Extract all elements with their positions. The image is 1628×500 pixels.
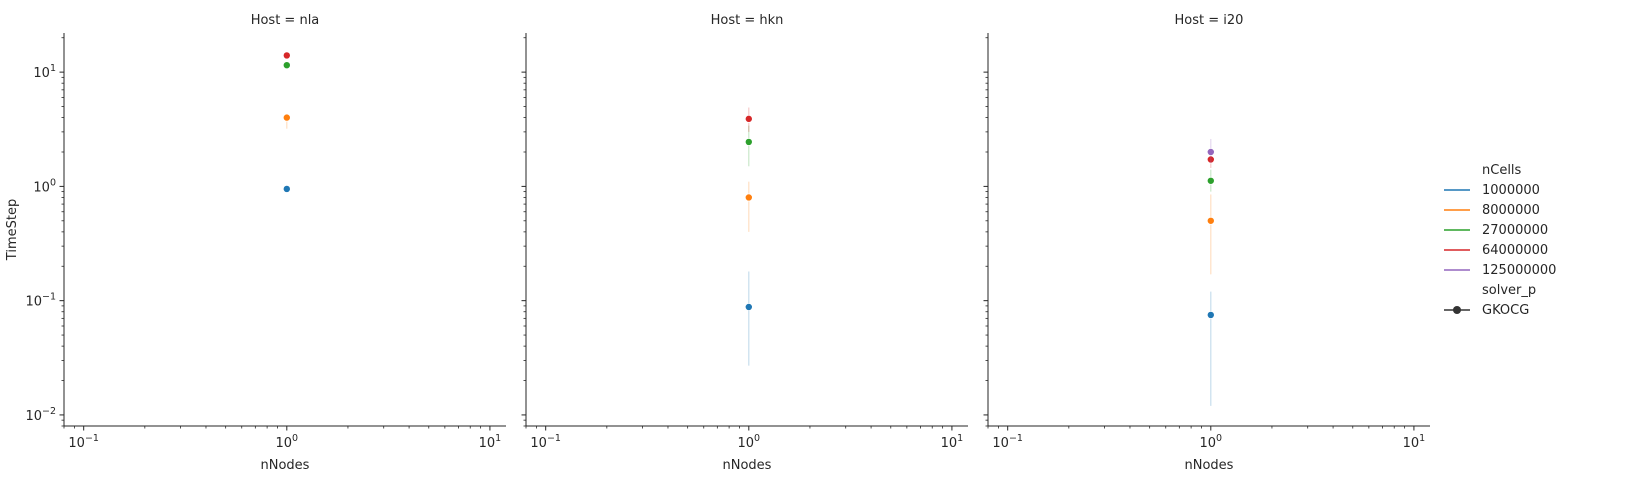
data-point	[282, 184, 291, 193]
panel-title: Host = nla	[251, 13, 320, 28]
legend-hue-title: nCells	[1482, 163, 1522, 178]
data-point	[1206, 147, 1215, 156]
panel-title: Host = hkn	[711, 13, 784, 28]
legend: nCells 1000000 8000000 27000000 64000000 1250…	[1444, 163, 1556, 318]
x-tick-label: 101	[941, 433, 964, 451]
data-point	[744, 303, 753, 312]
panel-title: Host = i20	[1175, 13, 1244, 28]
data-point	[744, 193, 753, 202]
x-tick-label: 10−1	[992, 433, 1023, 451]
x-tick-label: 101	[1403, 433, 1426, 451]
data-point	[744, 137, 753, 146]
y-tick-label: 10−2	[25, 406, 56, 424]
legend-entry-label: GKOCG	[1482, 303, 1529, 318]
legend-entry-label: 27000000	[1482, 223, 1548, 238]
data-point	[1206, 310, 1215, 319]
data-point	[744, 114, 753, 123]
data-point	[282, 51, 291, 60]
x-tick-label: 100	[1200, 433, 1223, 451]
legend-marker-dot	[1453, 306, 1461, 314]
y-axis-label: TimeStep	[5, 199, 20, 261]
x-tick-label: 101	[479, 433, 502, 451]
data-point	[282, 113, 291, 122]
legend-entry-label: 8000000	[1482, 203, 1540, 218]
panel-1: 10−1 100 101 10−2 10−1 100 101 Host = nla nNodes…	[5, 13, 506, 473]
y-tick-label: 100	[33, 177, 56, 195]
data-point	[1206, 216, 1215, 225]
y-tick-label: 10−1	[25, 292, 56, 310]
x-axis-label: nNodes	[723, 458, 772, 473]
x-axis-label: nNodes	[1185, 458, 1234, 473]
x-axis-label: nNodes	[261, 458, 310, 473]
y-tick-label: 101	[33, 63, 56, 81]
panel-2: 10−1 100 101 Host = hkn nNodes	[521, 13, 968, 473]
data-point	[1206, 176, 1215, 185]
x-tick-label: 100	[738, 433, 761, 451]
panels: 10−1 100 101 10−2 10−1 100 101 Host = nla nNodes…	[5, 13, 1430, 473]
legend-style-title: solver_p	[1482, 283, 1536, 298]
x-tick-label: 10−1	[68, 433, 99, 451]
legend-entry-label: 1000000	[1482, 183, 1540, 198]
legend-entry-label: 125000000	[1482, 263, 1556, 278]
x-tick-label: 10−1	[530, 433, 561, 451]
data-point	[282, 61, 291, 70]
panel-3: 10−1 100 101 Host = i20 nNodes	[983, 13, 1430, 473]
legend-entry-label: 64000000	[1482, 243, 1548, 258]
x-tick-label: 100	[276, 433, 299, 451]
